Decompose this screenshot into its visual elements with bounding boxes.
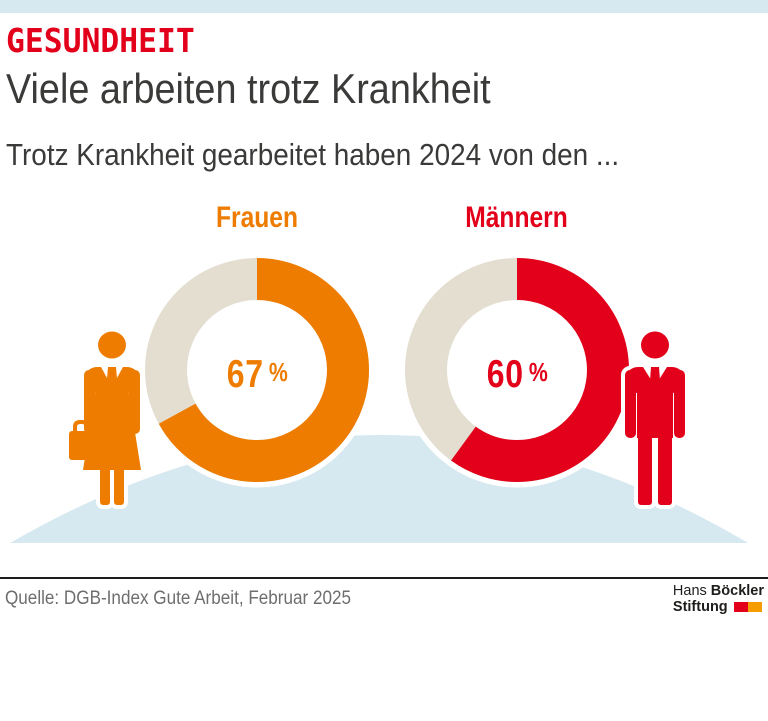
logo-name-regular: Hans bbox=[672, 583, 707, 599]
man-left-leg bbox=[638, 430, 652, 505]
illustration bbox=[10, 252, 748, 543]
subtitle-text: Trotz Krankheit gearbeitet haben 2024 vo… bbox=[6, 137, 620, 172]
donut-label-maennern: Männern bbox=[465, 201, 569, 234]
subtitle: Trotz Krankheit gearbeitet haben 2024 vo… bbox=[6, 138, 687, 172]
maennern-percent-sign: % bbox=[528, 357, 548, 387]
maennern-value: 60 bbox=[486, 353, 524, 396]
donut-chart-maennern bbox=[399, 252, 635, 488]
donut-maennern-value-arc bbox=[405, 258, 629, 482]
logo-name-bold: Böckler bbox=[710, 583, 764, 599]
hbs-logo: Hans Böckler Stiftung bbox=[673, 583, 764, 615]
donut-value-maennern: 60% bbox=[407, 351, 627, 396]
woman-left-leg bbox=[100, 468, 110, 505]
frauen-value: 67 bbox=[226, 353, 264, 396]
top-accent-bar bbox=[0, 0, 768, 13]
logo-line-2: Stiftung bbox=[673, 599, 764, 615]
man-head bbox=[641, 331, 669, 359]
page-title-text: Viele arbeiten trotz Krankheit bbox=[6, 65, 491, 112]
man-figure bbox=[625, 331, 685, 505]
logo-stiftung: Stiftung bbox=[672, 599, 728, 615]
woman-right-leg bbox=[114, 468, 124, 505]
donut-label-frauen: Frauen bbox=[215, 201, 299, 234]
man-right-leg bbox=[658, 430, 672, 505]
donut-frauen-value-arc bbox=[145, 258, 369, 482]
briefcase-icon bbox=[69, 431, 92, 460]
man-left-arm bbox=[625, 370, 636, 438]
woman-dress bbox=[83, 382, 141, 470]
frauen-percent-sign: % bbox=[268, 357, 288, 387]
donut-value-frauen: 67% bbox=[147, 351, 367, 396]
page-title: Viele arbeiten trotz Krankheit bbox=[6, 66, 545, 112]
source-note: Quelle: DGB-Index Gute Arbeit, Februar 2… bbox=[5, 588, 351, 609]
woman-head bbox=[98, 331, 126, 359]
footer-divider bbox=[0, 577, 768, 579]
man-tie bbox=[649, 367, 661, 401]
kicker-text: GESUNDHEIT bbox=[6, 21, 195, 60]
woman-tie bbox=[106, 367, 118, 397]
woman-figure bbox=[69, 331, 141, 505]
logo-orange-square bbox=[747, 602, 762, 612]
logo-line-1: Hans Böckler bbox=[673, 583, 764, 599]
kicker: GESUNDHEIT bbox=[6, 24, 205, 57]
logo-red-square bbox=[733, 602, 748, 612]
man-right-arm bbox=[674, 370, 685, 438]
briefcase-handle bbox=[73, 420, 89, 433]
donut-chart-frauen bbox=[139, 252, 375, 488]
